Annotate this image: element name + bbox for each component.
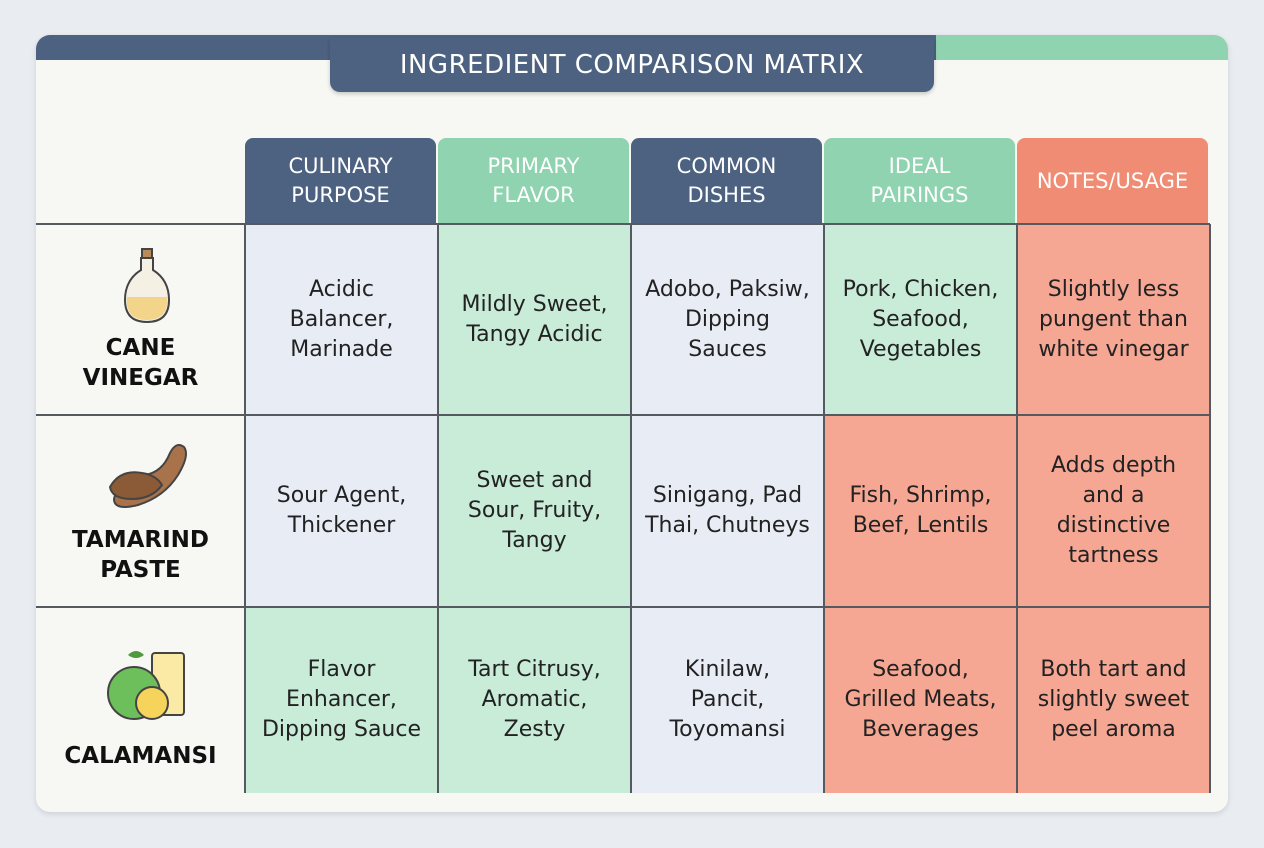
card: INGREDIENT COMPARISON MATRIX CULINARY PU…: [36, 35, 1228, 812]
tamarind-icon: [108, 444, 187, 508]
table-cell: Sweet and Sour, Fruity, Tangy: [438, 415, 631, 607]
table-cell: Acidic Balancer, Marinade: [245, 224, 438, 415]
row-divider: [36, 223, 1210, 225]
table-cell: Slightly less pungent than white vinegar: [1017, 224, 1210, 415]
table-cell: Pork, Chicken, Seafood, Vegetables: [824, 224, 1017, 415]
table-cell: Mildly Sweet, Tangy Acidic: [438, 224, 631, 415]
table-cell: Both tart and slightly sweet peel aroma: [1017, 607, 1210, 793]
table-cell: Flavor Enhancer, Dipping Sauce: [245, 607, 438, 793]
column-divider: [244, 224, 246, 793]
table-cell: Adds depth and a distinctive tartness: [1017, 415, 1210, 607]
top-bar-accent: [936, 35, 1228, 60]
column-divider: [823, 224, 825, 793]
column-header: COMMON DISHES: [631, 138, 822, 224]
column-divider: [1209, 224, 1211, 793]
row-divider: [36, 414, 1210, 416]
calamansi-icon: [107, 651, 185, 720]
row-name: TAMARIND PASTE: [71, 527, 209, 583]
table-cell: Adobo, Paksiw, Dipping Sauces: [631, 224, 824, 415]
column-divider: [630, 224, 632, 793]
table-cell: Sinigang, Pad Thai, Chutneys: [631, 415, 824, 607]
column-divider: [1016, 224, 1018, 793]
row-name: CALAMANSI: [64, 743, 217, 769]
table-cell: Seafood, Grilled Meats, Beverages: [824, 607, 1017, 793]
column-header: NOTES/USAGE: [1017, 138, 1208, 224]
column-header: CULINARY PURPOSE: [245, 138, 436, 224]
title: INGREDIENT COMPARISON MATRIX: [330, 38, 934, 92]
row-divider: [36, 606, 1210, 608]
row-name: CANE VINEGAR: [82, 335, 199, 391]
table-cell: Fish, Shrimp, Beef, Lentils: [824, 415, 1017, 607]
column-divider: [437, 224, 439, 793]
column-header: PRIMARY FLAVOR: [438, 138, 629, 224]
table-cell: Tart Citrusy, Aromatic, Zesty: [438, 607, 631, 793]
table-cell: Kinilaw, Pancit, Toyomansi: [631, 607, 824, 793]
vinegar-icon: [123, 248, 171, 324]
table-cell: Sour Agent, Thickener: [245, 415, 438, 607]
column-header: IDEAL PAIRINGS: [824, 138, 1015, 224]
